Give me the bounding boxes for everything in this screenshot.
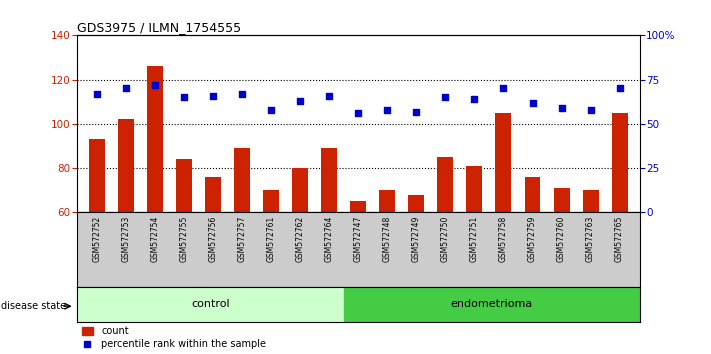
Point	[120, 86, 132, 91]
Point	[411, 109, 422, 114]
Text: GSM572760: GSM572760	[557, 216, 566, 263]
Text: GSM572749: GSM572749	[412, 216, 421, 263]
Point	[527, 100, 538, 105]
Text: endometrioma: endometrioma	[451, 299, 533, 309]
Bar	[118, 120, 134, 212]
Point	[439, 95, 451, 100]
Text: GSM572758: GSM572758	[499, 216, 508, 262]
Bar	[408, 195, 424, 212]
Text: GSM572765: GSM572765	[615, 216, 624, 263]
Point	[294, 98, 306, 104]
Text: GSM572753: GSM572753	[122, 216, 131, 263]
Text: GSM572755: GSM572755	[180, 216, 188, 263]
Bar	[147, 67, 163, 212]
Text: GSM572752: GSM572752	[92, 216, 102, 262]
Text: GSM572751: GSM572751	[470, 216, 479, 262]
Point	[208, 93, 219, 98]
Point	[469, 96, 480, 102]
Text: GSM572757: GSM572757	[237, 216, 247, 263]
Bar	[344, 287, 640, 322]
Text: GSM572761: GSM572761	[267, 216, 276, 262]
Point	[149, 82, 161, 88]
Point	[614, 86, 625, 91]
Text: GSM572756: GSM572756	[209, 216, 218, 263]
Point	[585, 107, 597, 113]
Bar	[176, 159, 192, 212]
Text: GSM572759: GSM572759	[528, 216, 537, 263]
Text: GSM572747: GSM572747	[354, 216, 363, 263]
Point	[266, 107, 277, 113]
Legend: count, percentile rank within the sample: count, percentile rank within the sample	[82, 326, 266, 349]
Point	[498, 86, 509, 91]
Point	[237, 91, 248, 97]
Bar	[321, 148, 337, 212]
Text: GSM572764: GSM572764	[325, 216, 334, 263]
Text: GSM572762: GSM572762	[296, 216, 305, 262]
Bar	[89, 139, 105, 212]
Bar	[77, 287, 344, 322]
Bar	[234, 148, 250, 212]
Bar	[554, 188, 570, 212]
Bar	[292, 168, 309, 212]
Text: control: control	[191, 299, 230, 309]
Bar	[380, 190, 395, 212]
Bar	[351, 201, 366, 212]
Point	[178, 95, 190, 100]
Bar	[582, 190, 599, 212]
Bar	[466, 166, 483, 212]
Bar	[263, 190, 279, 212]
Point	[353, 110, 364, 116]
Bar	[205, 177, 221, 212]
Bar	[496, 113, 511, 212]
Text: GSM572748: GSM572748	[383, 216, 392, 262]
Point	[92, 91, 103, 97]
Text: GSM572750: GSM572750	[441, 216, 450, 263]
Point	[324, 93, 335, 98]
Text: GSM572763: GSM572763	[586, 216, 595, 263]
Bar	[437, 157, 454, 212]
Text: disease state: disease state	[1, 301, 67, 311]
Bar	[525, 177, 540, 212]
Point	[556, 105, 567, 111]
Text: GDS3975 / ILMN_1754555: GDS3975 / ILMN_1754555	[77, 21, 241, 34]
Bar	[611, 113, 628, 212]
Point	[382, 107, 393, 113]
Text: GSM572754: GSM572754	[151, 216, 160, 263]
